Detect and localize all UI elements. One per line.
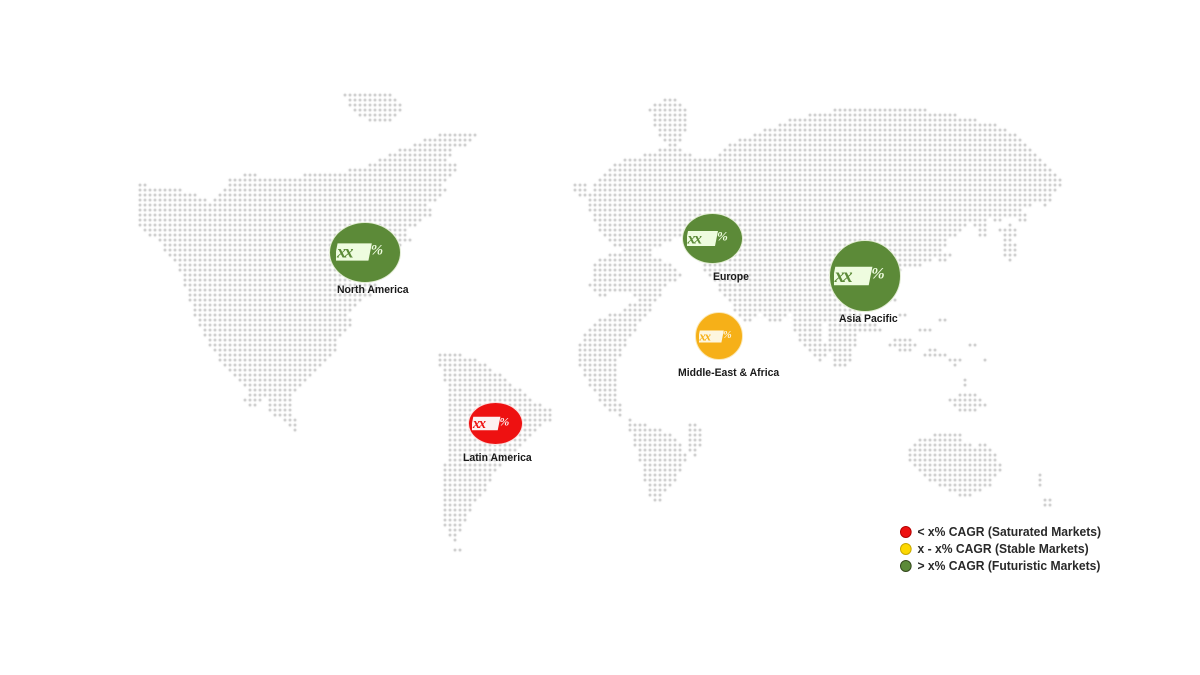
svg-text:%: % [717, 228, 728, 243]
svg-text:xx: xx [336, 242, 353, 262]
svg-text:xx: xx [472, 416, 486, 432]
svg-text:xx: xx [699, 329, 712, 343]
svg-text:%: % [371, 242, 383, 258]
svg-text:%: % [500, 415, 510, 428]
svg-text:xx: xx [834, 265, 853, 287]
svg-text:%: % [871, 265, 884, 282]
svg-text:%: % [723, 330, 732, 341]
svg-text:xx: xx [687, 230, 702, 247]
